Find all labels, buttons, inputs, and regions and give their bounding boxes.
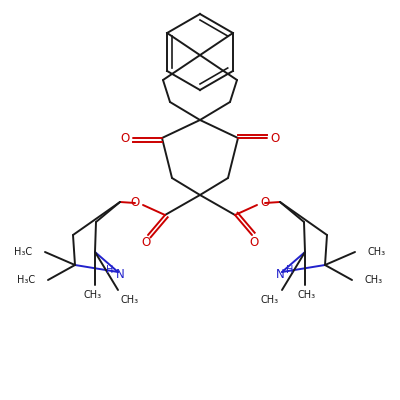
Text: H: H bbox=[286, 265, 294, 275]
Text: CH₃: CH₃ bbox=[298, 290, 316, 300]
Text: O: O bbox=[260, 196, 270, 210]
Text: O: O bbox=[120, 132, 130, 144]
Text: CH₃: CH₃ bbox=[261, 295, 279, 305]
Text: CH₃: CH₃ bbox=[84, 290, 102, 300]
Text: N: N bbox=[276, 268, 284, 280]
Text: H₃C: H₃C bbox=[17, 275, 35, 285]
Text: O: O bbox=[130, 196, 140, 210]
Text: H: H bbox=[106, 265, 114, 275]
Text: O: O bbox=[270, 132, 280, 144]
Text: H₃C: H₃C bbox=[14, 247, 32, 257]
Text: O: O bbox=[249, 236, 259, 250]
Text: N: N bbox=[116, 268, 124, 280]
Text: CH₃: CH₃ bbox=[368, 247, 386, 257]
Text: CH₃: CH₃ bbox=[365, 275, 383, 285]
Text: O: O bbox=[141, 236, 151, 250]
Text: CH₃: CH₃ bbox=[121, 295, 139, 305]
